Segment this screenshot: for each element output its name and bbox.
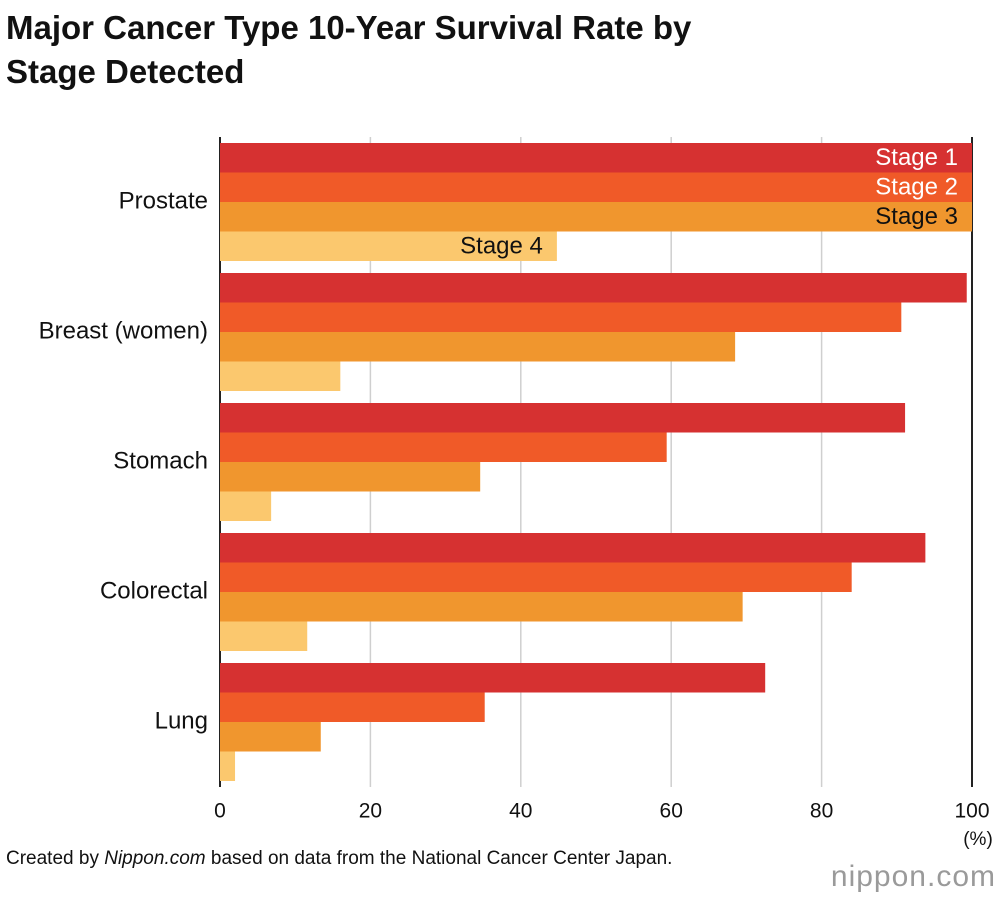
y-tick-label: Prostate <box>119 187 208 214</box>
source-site: Nippon.com <box>104 848 206 869</box>
x-axis-unit: (%) <box>963 829 993 850</box>
x-tick-label: 80 <box>810 800 833 823</box>
bar <box>220 302 902 332</box>
legend-label: Stage 2 <box>875 174 958 201</box>
bar <box>220 692 485 722</box>
bar <box>220 143 972 173</box>
bar <box>220 231 557 261</box>
source-suffix: based on data from the National Cancer C… <box>205 848 673 869</box>
bar <box>220 273 967 303</box>
bar <box>220 462 481 492</box>
y-tick-label: Breast (women) <box>39 317 208 344</box>
bar <box>220 172 972 202</box>
bar <box>220 533 926 563</box>
bar <box>220 562 852 592</box>
source-note: Created by Nippon.com based on data from… <box>6 846 736 872</box>
bar <box>220 592 743 622</box>
bar <box>220 202 972 232</box>
bar <box>220 491 272 521</box>
y-tick-label: Stomach <box>113 447 208 474</box>
logo: nippon.com <box>830 860 996 893</box>
y-tick-label: Colorectal <box>100 577 208 604</box>
bar <box>220 361 341 391</box>
legend-label: Stage 1 <box>875 144 958 171</box>
bar <box>220 332 736 362</box>
chart-title: Major Cancer Type 10-Year Survival Rate … <box>6 9 692 90</box>
x-tick-label: 40 <box>509 800 532 823</box>
bar <box>220 722 321 752</box>
source-prefix: Created by <box>6 848 105 869</box>
bar <box>220 663 766 693</box>
bar <box>220 432 667 462</box>
y-tick-label: Lung <box>155 707 208 734</box>
x-tick-label: 60 <box>660 800 683 823</box>
legend-label: Stage 3 <box>875 203 958 230</box>
bar <box>220 621 308 651</box>
bar <box>220 751 236 781</box>
legend-label: Stage 4 <box>460 233 543 260</box>
x-tick-label: 20 <box>359 800 382 823</box>
x-tick-label: 0 <box>214 800 226 823</box>
x-tick-label: 100 <box>954 800 989 823</box>
bar <box>220 403 906 433</box>
